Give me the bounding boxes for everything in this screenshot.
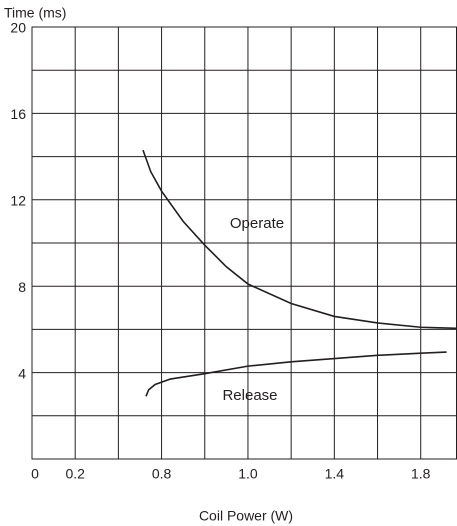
x-axis-label: Coil Power (W) [199,508,293,524]
y-axis-label: Time (ms) [4,5,66,21]
y-tick-label: 4 [18,365,26,381]
series-label: Operate [230,215,284,232]
x-tick-label: 1.4 [325,466,345,482]
x-tick-label: 0 [31,466,39,482]
x-tick-label: 0.8 [152,466,172,482]
curve [145,351,447,397]
x-tick-label: 0.2 [65,466,85,482]
x-tick-label: 1.8 [411,466,431,482]
series-label: Release [222,387,277,404]
curve [142,149,457,330]
y-tick-label: 16 [10,106,26,122]
y-tick-label: 12 [10,193,26,209]
x-tick-label: 1.0 [238,466,258,482]
y-tick-label: 20 [10,20,26,36]
y-tick-label: 8 [18,279,26,295]
